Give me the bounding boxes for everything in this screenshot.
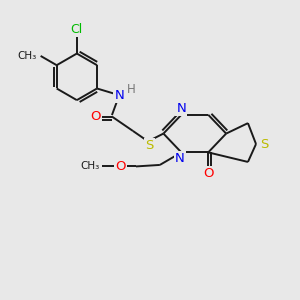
Text: N: N bbox=[175, 152, 185, 166]
Text: CH₃: CH₃ bbox=[17, 51, 36, 61]
Text: S: S bbox=[260, 137, 269, 151]
Text: H: H bbox=[127, 83, 136, 97]
Text: O: O bbox=[90, 110, 101, 123]
Text: Cl: Cl bbox=[71, 22, 83, 36]
Text: O: O bbox=[203, 167, 214, 180]
Text: O: O bbox=[115, 160, 126, 173]
Text: S: S bbox=[145, 139, 154, 152]
Text: N: N bbox=[176, 102, 186, 115]
Text: CH₃: CH₃ bbox=[80, 161, 100, 171]
Text: N: N bbox=[115, 88, 124, 102]
